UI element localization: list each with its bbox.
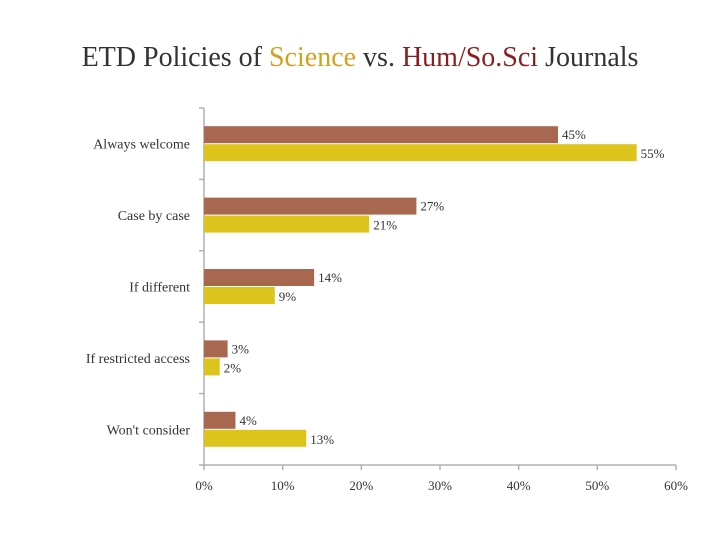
chart-title: ETD Policies of Science vs. Hum/So.Sci J… xyxy=(0,42,720,74)
category-label: Case by case xyxy=(118,209,190,224)
x-tick-label: 30% xyxy=(428,478,452,493)
x-tick-label: 50% xyxy=(585,478,609,493)
x-tick-label: 20% xyxy=(349,478,373,493)
data-label-series-2: 21% xyxy=(373,218,397,233)
bar-series-1 xyxy=(204,126,558,144)
title-part-2: vs. xyxy=(356,42,402,73)
data-label-series-1: 45% xyxy=(562,127,586,142)
title-part-1: ETD Policies of xyxy=(81,42,269,73)
title-science: Science xyxy=(268,42,357,73)
data-label-series-1: 3% xyxy=(232,341,250,356)
data-label-series-1: 14% xyxy=(318,270,342,285)
category-label: Won't consider xyxy=(107,423,191,438)
x-tick-label: 40% xyxy=(507,478,531,493)
bar-series-2 xyxy=(204,215,370,233)
data-label-series-2: 2% xyxy=(224,360,242,375)
bar-series-1 xyxy=(204,340,228,358)
title-hum: Hum/So.Sci xyxy=(401,42,539,73)
bar-series-2 xyxy=(204,144,637,162)
bar-series-1 xyxy=(204,197,417,215)
bar-series-1 xyxy=(204,269,315,286)
bar-series-2 xyxy=(204,358,220,376)
x-tick-label: 0% xyxy=(195,478,213,493)
data-label-series-1: 27% xyxy=(420,199,444,214)
category-label: If different xyxy=(129,281,190,296)
data-label-series-2: 55% xyxy=(641,146,665,161)
bar-series-2 xyxy=(204,287,275,304)
category-label: Always welcome xyxy=(93,138,190,153)
data-label-series-2: 9% xyxy=(279,289,297,304)
category-label: If restricted access xyxy=(86,352,190,367)
data-label-series-2: 13% xyxy=(310,432,334,447)
data-label-series-1: 4% xyxy=(239,413,257,428)
x-tick-label: 10% xyxy=(271,478,295,493)
bar-series-1 xyxy=(204,411,236,429)
title-part-3: Journals xyxy=(538,42,639,73)
bar-series-2 xyxy=(204,429,307,447)
x-tick-label: 60% xyxy=(664,478,688,493)
